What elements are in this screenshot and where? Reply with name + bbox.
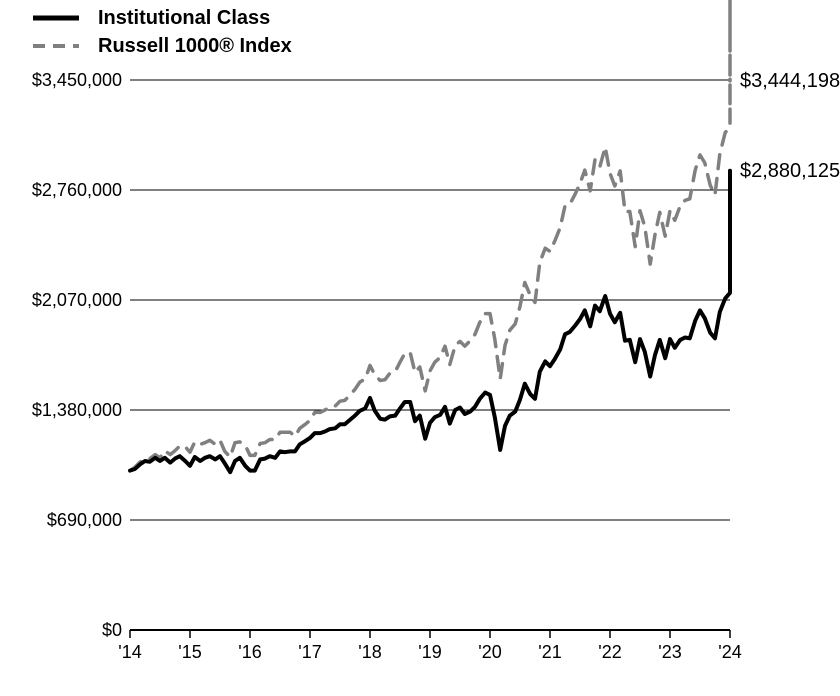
x-tick-label: '23 bbox=[658, 642, 681, 662]
legend-label-institutional: Institutional Class bbox=[98, 7, 270, 30]
x-tick-label: '24 bbox=[718, 642, 741, 662]
chart-svg: $0 $690,000 $1,380,000 $2,070,000 $2,760,000… bbox=[0, 0, 840, 696]
legend-row-2: Russell 1000® Index bbox=[32, 34, 292, 58]
legend-row-1: Institutional Class bbox=[32, 6, 270, 30]
y-tick-label: $2,760,000 bbox=[32, 180, 122, 200]
legend-label-russell: Russell 1000® Index bbox=[98, 35, 292, 58]
x-tick-label: '18 bbox=[358, 642, 381, 662]
end-label-institutional: $2,880,125 bbox=[740, 160, 840, 182]
growth-chart: Institutional Class Russell 1000® Index … bbox=[0, 0, 840, 696]
x-tick-label: '20 bbox=[478, 642, 501, 662]
x-tick-label: '15 bbox=[178, 642, 201, 662]
x-tick-label: '21 bbox=[538, 642, 561, 662]
legend-swatch-institutional bbox=[32, 6, 80, 30]
end-label-russell: $3,444,198 bbox=[740, 70, 840, 92]
x-tick-label: '16 bbox=[238, 642, 261, 662]
y-tick-label: $1,380,000 bbox=[32, 400, 122, 420]
y-tick-label: $3,450,000 bbox=[32, 70, 122, 90]
series-russell bbox=[130, 0, 730, 471]
x-tick-label: '22 bbox=[598, 642, 621, 662]
x-tick-label: '17 bbox=[298, 642, 321, 662]
legend-swatch-russell bbox=[32, 34, 80, 58]
y-tick-label: $690,000 bbox=[47, 510, 122, 530]
x-tick-label: '19 bbox=[418, 642, 441, 662]
y-tick-label: $2,070,000 bbox=[32, 290, 122, 310]
x-tick-label: '14 bbox=[118, 642, 141, 662]
y-tick-label: $0 bbox=[102, 620, 122, 640]
